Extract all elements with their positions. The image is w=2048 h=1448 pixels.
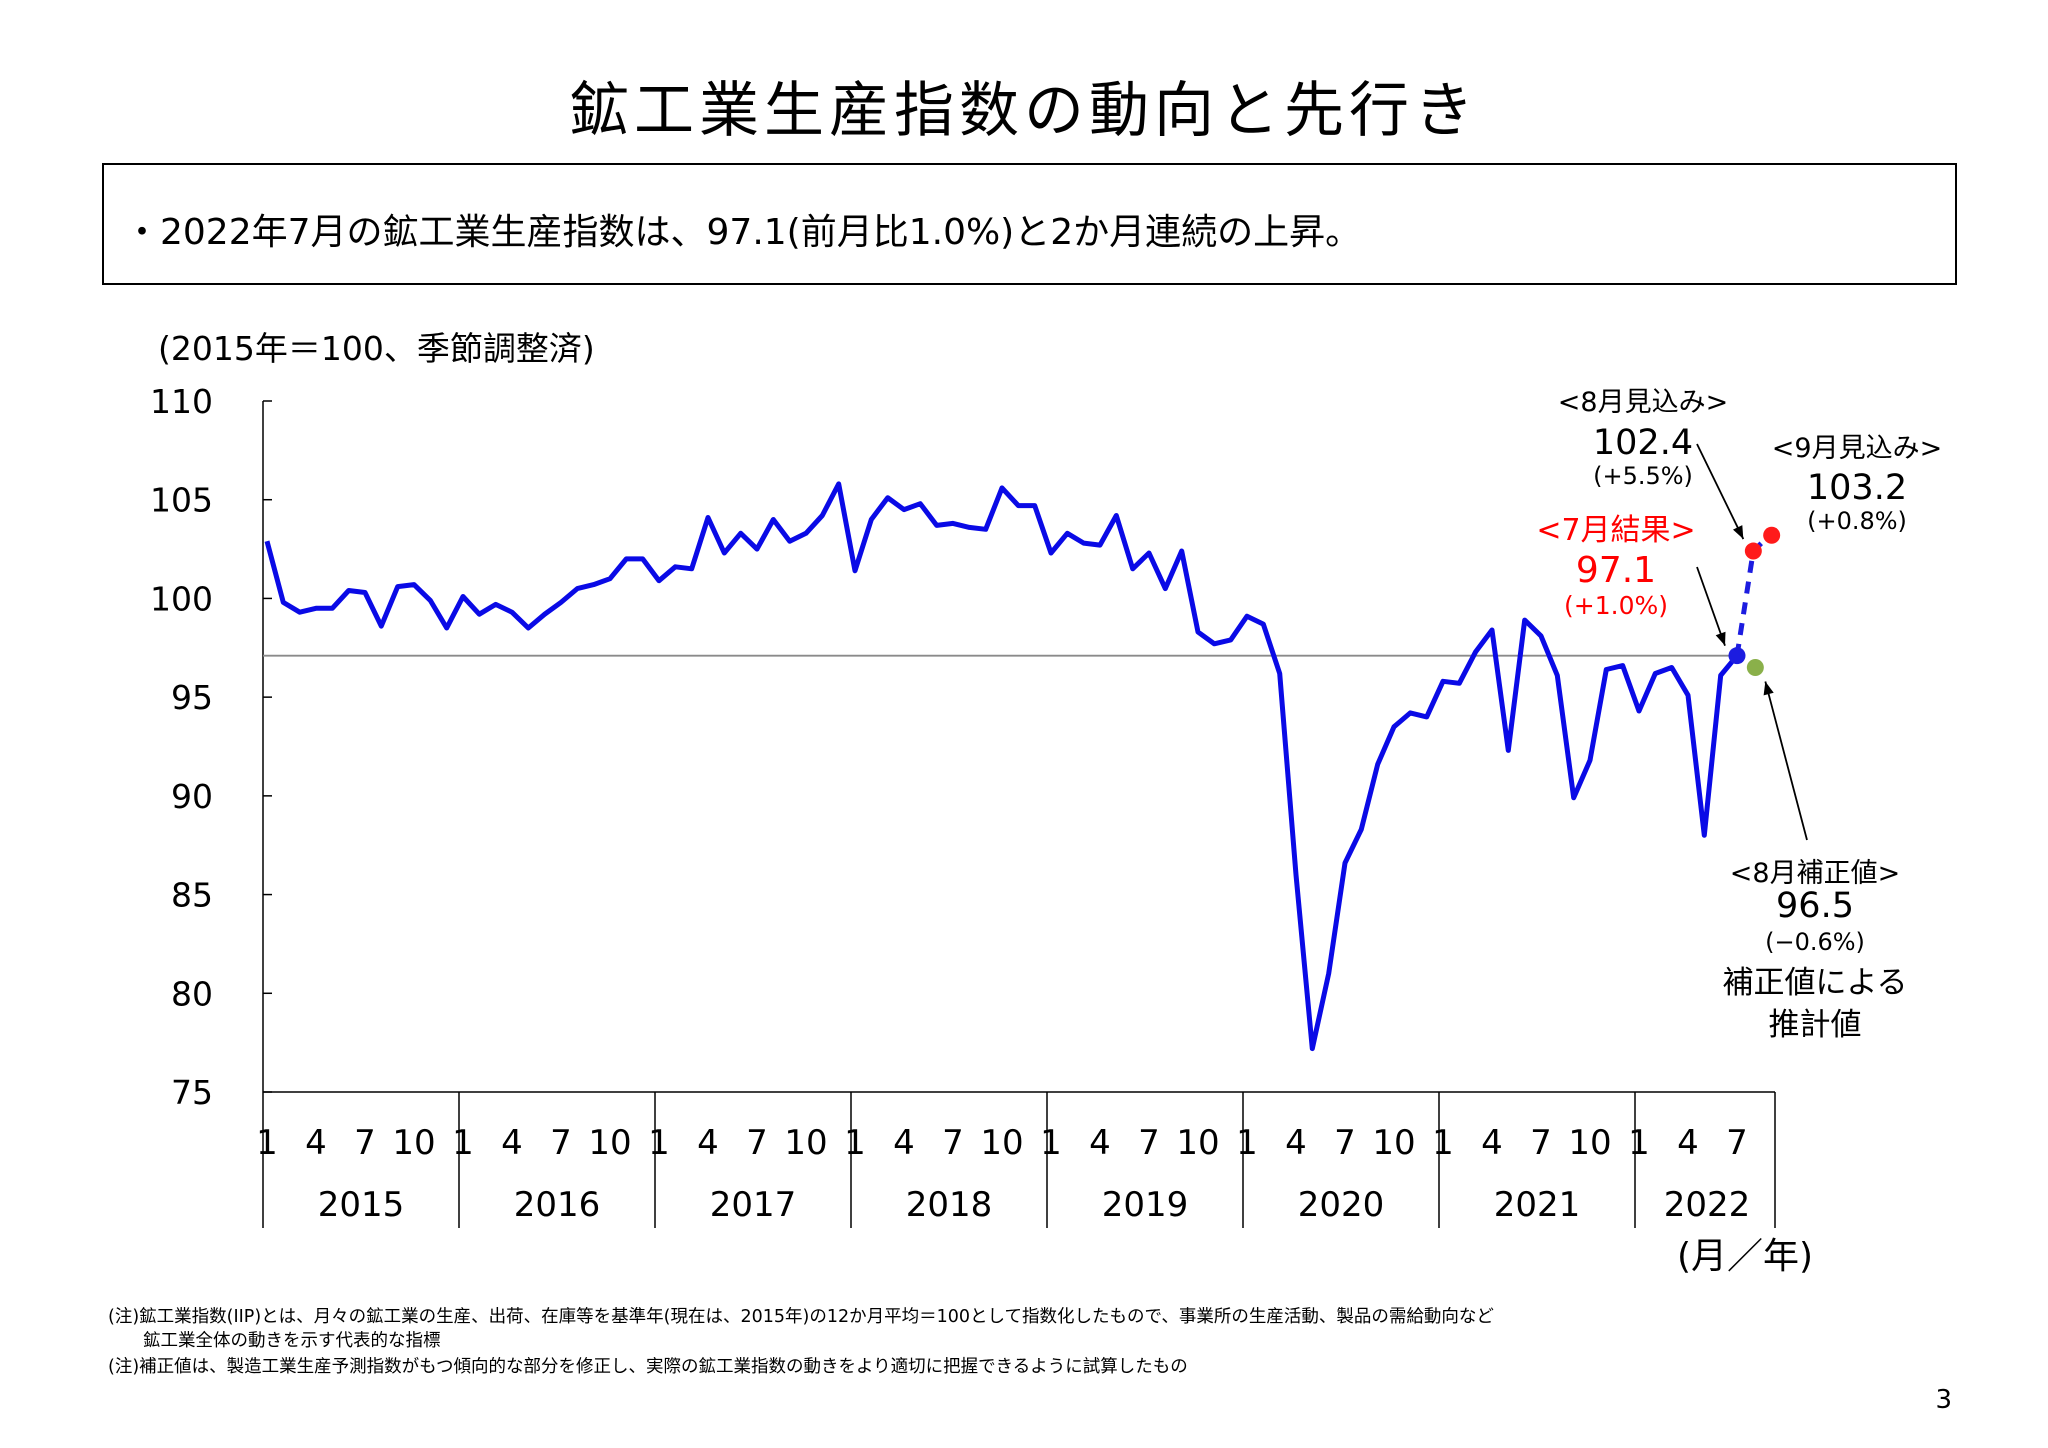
x-tick-label: 4	[305, 1123, 327, 1163]
x-tick-label: 10	[980, 1123, 1023, 1163]
label-aug-adjusted: <8月補正値>	[1730, 858, 1900, 889]
x-tick-label: 7	[942, 1123, 964, 1163]
x-tick-label: 4	[893, 1123, 915, 1163]
x-tick-label: 1	[1040, 1123, 1062, 1163]
x-tick-label: 4	[1481, 1123, 1503, 1163]
change-aug-adjusted: (−0.6%)	[1765, 928, 1865, 956]
y-tick-label: 75	[171, 1073, 213, 1112]
year-label: 2021	[1494, 1185, 1581, 1225]
year-label: 2020	[1298, 1185, 1385, 1225]
x-tick-label: 4	[1285, 1123, 1307, 1163]
y-tick-label: 95	[171, 678, 213, 717]
y-tick-label: 105	[150, 481, 213, 520]
x-tick-label: 7	[746, 1123, 768, 1163]
footnote-1: (注)鉱工業指数(IIP)とは、月々の鉱工業の生産、出荷、在庫等を基準年(現在は…	[108, 1307, 1494, 1327]
point-sep-forecast	[1763, 526, 1781, 544]
value-aug-forecast: 102.4	[1593, 423, 1693, 463]
year-label: 2016	[514, 1185, 601, 1225]
x-tick-label: 10	[784, 1123, 827, 1163]
x-tick-label: 10	[1176, 1123, 1219, 1163]
x-tick-label: 7	[1334, 1123, 1356, 1163]
y-tick-label: 85	[171, 876, 213, 915]
x-tick-label: 7	[1530, 1123, 1552, 1163]
label-aug-forecast: <8月見込み>	[1558, 387, 1728, 418]
x-tick-label: 10	[1372, 1123, 1415, 1163]
x-tick-label: 7	[550, 1123, 572, 1163]
x-tick-label: 1	[648, 1123, 670, 1163]
series-line-iip	[264, 481, 1739, 1052]
x-tick-label: 1	[452, 1123, 474, 1163]
y-tick-label: 90	[171, 777, 213, 816]
x-tick-label: 10	[588, 1123, 631, 1163]
change-aug-forecast: (+5.5%)	[1593, 462, 1693, 490]
x-tick-label: 1	[1432, 1123, 1454, 1163]
y-tick-label: 110	[150, 382, 213, 421]
point-jul-result	[1728, 647, 1746, 665]
arrow-jul-result-head	[1715, 631, 1726, 646]
x-tick-label: 4	[1677, 1123, 1699, 1163]
year-label: 2015	[318, 1185, 405, 1225]
arrow-aug-adjusted-head	[1763, 681, 1774, 696]
summary-text: ・2022年7月の鉱工業生産指数は、97.1(前月比1.0%)と2か月連続の上昇…	[124, 212, 1362, 253]
change-sep-forecast: (+0.8%)	[1807, 507, 1907, 535]
page-title: 鉱工業生産指数の動向と先行き	[569, 76, 1479, 146]
x-tick-label: 10	[392, 1123, 435, 1163]
x-tick-label: 1	[1628, 1123, 1650, 1163]
year-label: 2018	[906, 1185, 993, 1225]
summary-box: ・2022年7月の鉱工業生産指数は、97.1(前月比1.0%)と2か月連続の上昇…	[102, 163, 1957, 285]
x-tick-label: 1	[1236, 1123, 1258, 1163]
value-sep-forecast: 103.2	[1807, 468, 1907, 508]
x-tick-label: 1	[256, 1123, 278, 1163]
x-tick-label: 7	[1138, 1123, 1160, 1163]
point-aug-adjusted	[1746, 659, 1764, 677]
year-label: 2019	[1102, 1185, 1189, 1225]
arrow-jul-result	[1696, 566, 1726, 646]
x-tick-label: 4	[697, 1123, 719, 1163]
change-jul-result: (+1.0%)	[1564, 591, 1668, 620]
x-tick-label: 1	[844, 1123, 866, 1163]
x-tick-label: 4	[501, 1123, 523, 1163]
label-sep-forecast: <9月見込み>	[1772, 433, 1942, 464]
unit-note: (2015年＝100、季節調整済)	[158, 329, 595, 368]
y-tick-label: 100	[150, 579, 213, 618]
value-jul-result: 97.1	[1576, 550, 1656, 591]
x-tick-label: 4	[1089, 1123, 1111, 1163]
value-aug-adjusted: 96.5	[1776, 886, 1854, 926]
year-label: 2017	[710, 1185, 797, 1225]
note-adjusted-line2: 推計値	[1769, 1007, 1862, 1043]
x-axis-title: (月／年)	[1677, 1236, 1813, 1277]
footnote-2: 鉱工業全体の動きを示す代表的な指標	[108, 1331, 441, 1351]
y-tick-label: 80	[171, 974, 213, 1013]
arrow-aug-forecast	[1696, 443, 1745, 540]
x-tick-label: 7	[354, 1123, 376, 1163]
arrow-aug-forecast-head	[1733, 525, 1744, 540]
label-jul-result: <7月結果>	[1536, 513, 1695, 548]
note-adjusted-line1: 補正値による	[1722, 965, 1907, 1001]
arrow-aug-adjusted	[1764, 681, 1808, 841]
x-tick-label: 7	[1726, 1123, 1748, 1163]
x-tick-label: 10	[1568, 1123, 1611, 1163]
year-label: 2022	[1664, 1185, 1751, 1225]
footnote-3: (注)補正値は、製造工業生産予測指数がもつ傾向的な部分を修正し、実際の鉱工業指数…	[108, 1357, 1188, 1377]
page-number: 3	[1935, 1385, 1952, 1415]
point-aug-forecast	[1744, 542, 1762, 560]
